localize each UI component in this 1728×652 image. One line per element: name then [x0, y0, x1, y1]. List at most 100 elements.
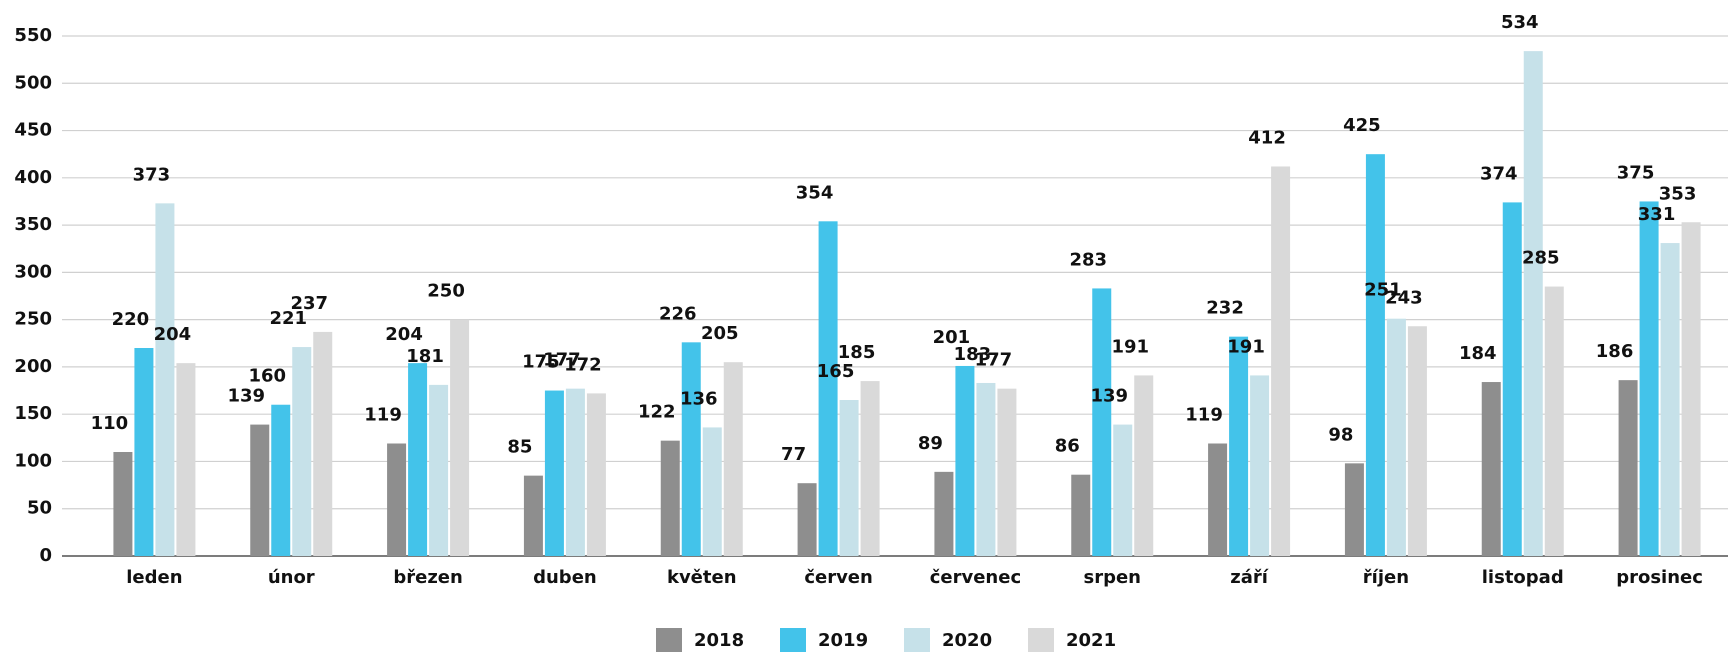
- x-tick-label: červenec: [930, 567, 1021, 588]
- data-label: 191: [1111, 336, 1149, 357]
- x-tick-label: červen: [804, 567, 873, 588]
- y-tick-label: 150: [14, 403, 52, 424]
- data-label: 226: [659, 303, 697, 324]
- y-tick-label: 450: [14, 120, 52, 141]
- data-label: 412: [1248, 127, 1286, 148]
- bar: [1271, 166, 1291, 557]
- legend-label: 2021: [1066, 630, 1116, 651]
- y-tick-label: 500: [14, 72, 52, 93]
- bar: [1481, 382, 1501, 556]
- data-label: 191: [1227, 336, 1265, 357]
- legend-swatch: [780, 628, 806, 652]
- data-label: 139: [227, 386, 265, 407]
- bar: [134, 348, 154, 556]
- bar: [1618, 380, 1638, 556]
- data-label: 373: [133, 164, 171, 185]
- data-label: 89: [918, 433, 943, 454]
- bar: [292, 347, 312, 556]
- data-label: 172: [564, 354, 602, 375]
- data-label: 177: [543, 350, 581, 371]
- bar: [429, 384, 449, 556]
- y-tick-label: 100: [14, 450, 52, 471]
- y-tick-label: 200: [14, 356, 52, 377]
- bar: [818, 221, 838, 557]
- legend-label: 2019: [818, 630, 868, 651]
- data-label: 201: [933, 327, 971, 348]
- data-label: 221: [269, 308, 307, 329]
- x-tick-label: březen: [393, 567, 462, 588]
- data-label: 220: [112, 309, 150, 330]
- x-tick-label: leden: [126, 567, 182, 588]
- bar: [1113, 424, 1133, 556]
- bar: [113, 452, 133, 556]
- data-label: 237: [290, 293, 328, 314]
- bar: [1407, 326, 1427, 556]
- bar: [723, 362, 743, 556]
- data-label: 85: [507, 437, 532, 458]
- data-label: 250: [427, 281, 465, 302]
- y-tick-label: 50: [27, 498, 52, 519]
- data-label: 184: [1459, 343, 1497, 364]
- y-tick-label: 300: [14, 261, 52, 282]
- data-label: 375: [1617, 162, 1655, 183]
- data-label: 77: [781, 444, 806, 465]
- bar: [1386, 318, 1406, 556]
- y-tick-label: 550: [14, 25, 52, 46]
- data-label: 204: [154, 324, 192, 345]
- x-tick-label: listopad: [1482, 567, 1564, 588]
- data-label: 204: [385, 324, 423, 345]
- data-label: 177: [975, 350, 1013, 371]
- bar: [1134, 375, 1154, 556]
- data-label: 232: [1206, 298, 1244, 319]
- bar: [1071, 474, 1091, 556]
- data-label: 110: [91, 413, 129, 434]
- data-label: 86: [1055, 436, 1080, 457]
- data-label: 283: [1069, 249, 1107, 270]
- bar: [860, 381, 880, 556]
- data-label: 165: [817, 361, 855, 382]
- bar: [271, 404, 291, 556]
- bar: [1660, 243, 1680, 556]
- data-label: 331: [1638, 204, 1676, 225]
- data-label: 205: [701, 323, 739, 344]
- bar: [586, 393, 606, 556]
- y-tick-label: 400: [14, 167, 52, 188]
- x-tick-label: květen: [667, 567, 737, 588]
- bar: [408, 363, 428, 556]
- legend-swatch: [656, 628, 682, 652]
- data-label: 139: [1090, 386, 1128, 407]
- x-tick-label: srpen: [1084, 567, 1142, 588]
- legend-swatch: [904, 628, 930, 652]
- data-label: 534: [1501, 12, 1539, 33]
- data-label: 181: [406, 346, 444, 367]
- bar: [797, 483, 817, 556]
- bar: [1250, 375, 1270, 556]
- bar: [1544, 286, 1564, 556]
- data-label: 353: [1659, 183, 1697, 204]
- bar: [450, 319, 470, 556]
- data-label: 122: [638, 402, 676, 423]
- bar: [702, 427, 722, 556]
- bar: [934, 471, 954, 556]
- y-tick-label: 0: [39, 545, 52, 566]
- x-tick-label: září: [1230, 567, 1269, 588]
- legend-label: 2018: [694, 630, 744, 651]
- bar: [681, 342, 701, 556]
- y-tick-label: 250: [14, 309, 52, 330]
- bar: [1229, 336, 1249, 556]
- data-label: 119: [1185, 404, 1223, 425]
- data-label: 175: [522, 352, 560, 373]
- bar: [839, 400, 859, 556]
- bar: [313, 331, 333, 556]
- bar: [1092, 288, 1112, 556]
- data-label: 243: [1385, 287, 1423, 308]
- bar: [1523, 51, 1543, 557]
- legend-swatch: [1028, 628, 1054, 652]
- bar: [1344, 463, 1364, 556]
- y-tick-label: 350: [14, 214, 52, 235]
- bar: [387, 443, 407, 556]
- bar: [1639, 201, 1659, 557]
- bar: [250, 424, 270, 556]
- x-tick-label: říjen: [1363, 567, 1409, 588]
